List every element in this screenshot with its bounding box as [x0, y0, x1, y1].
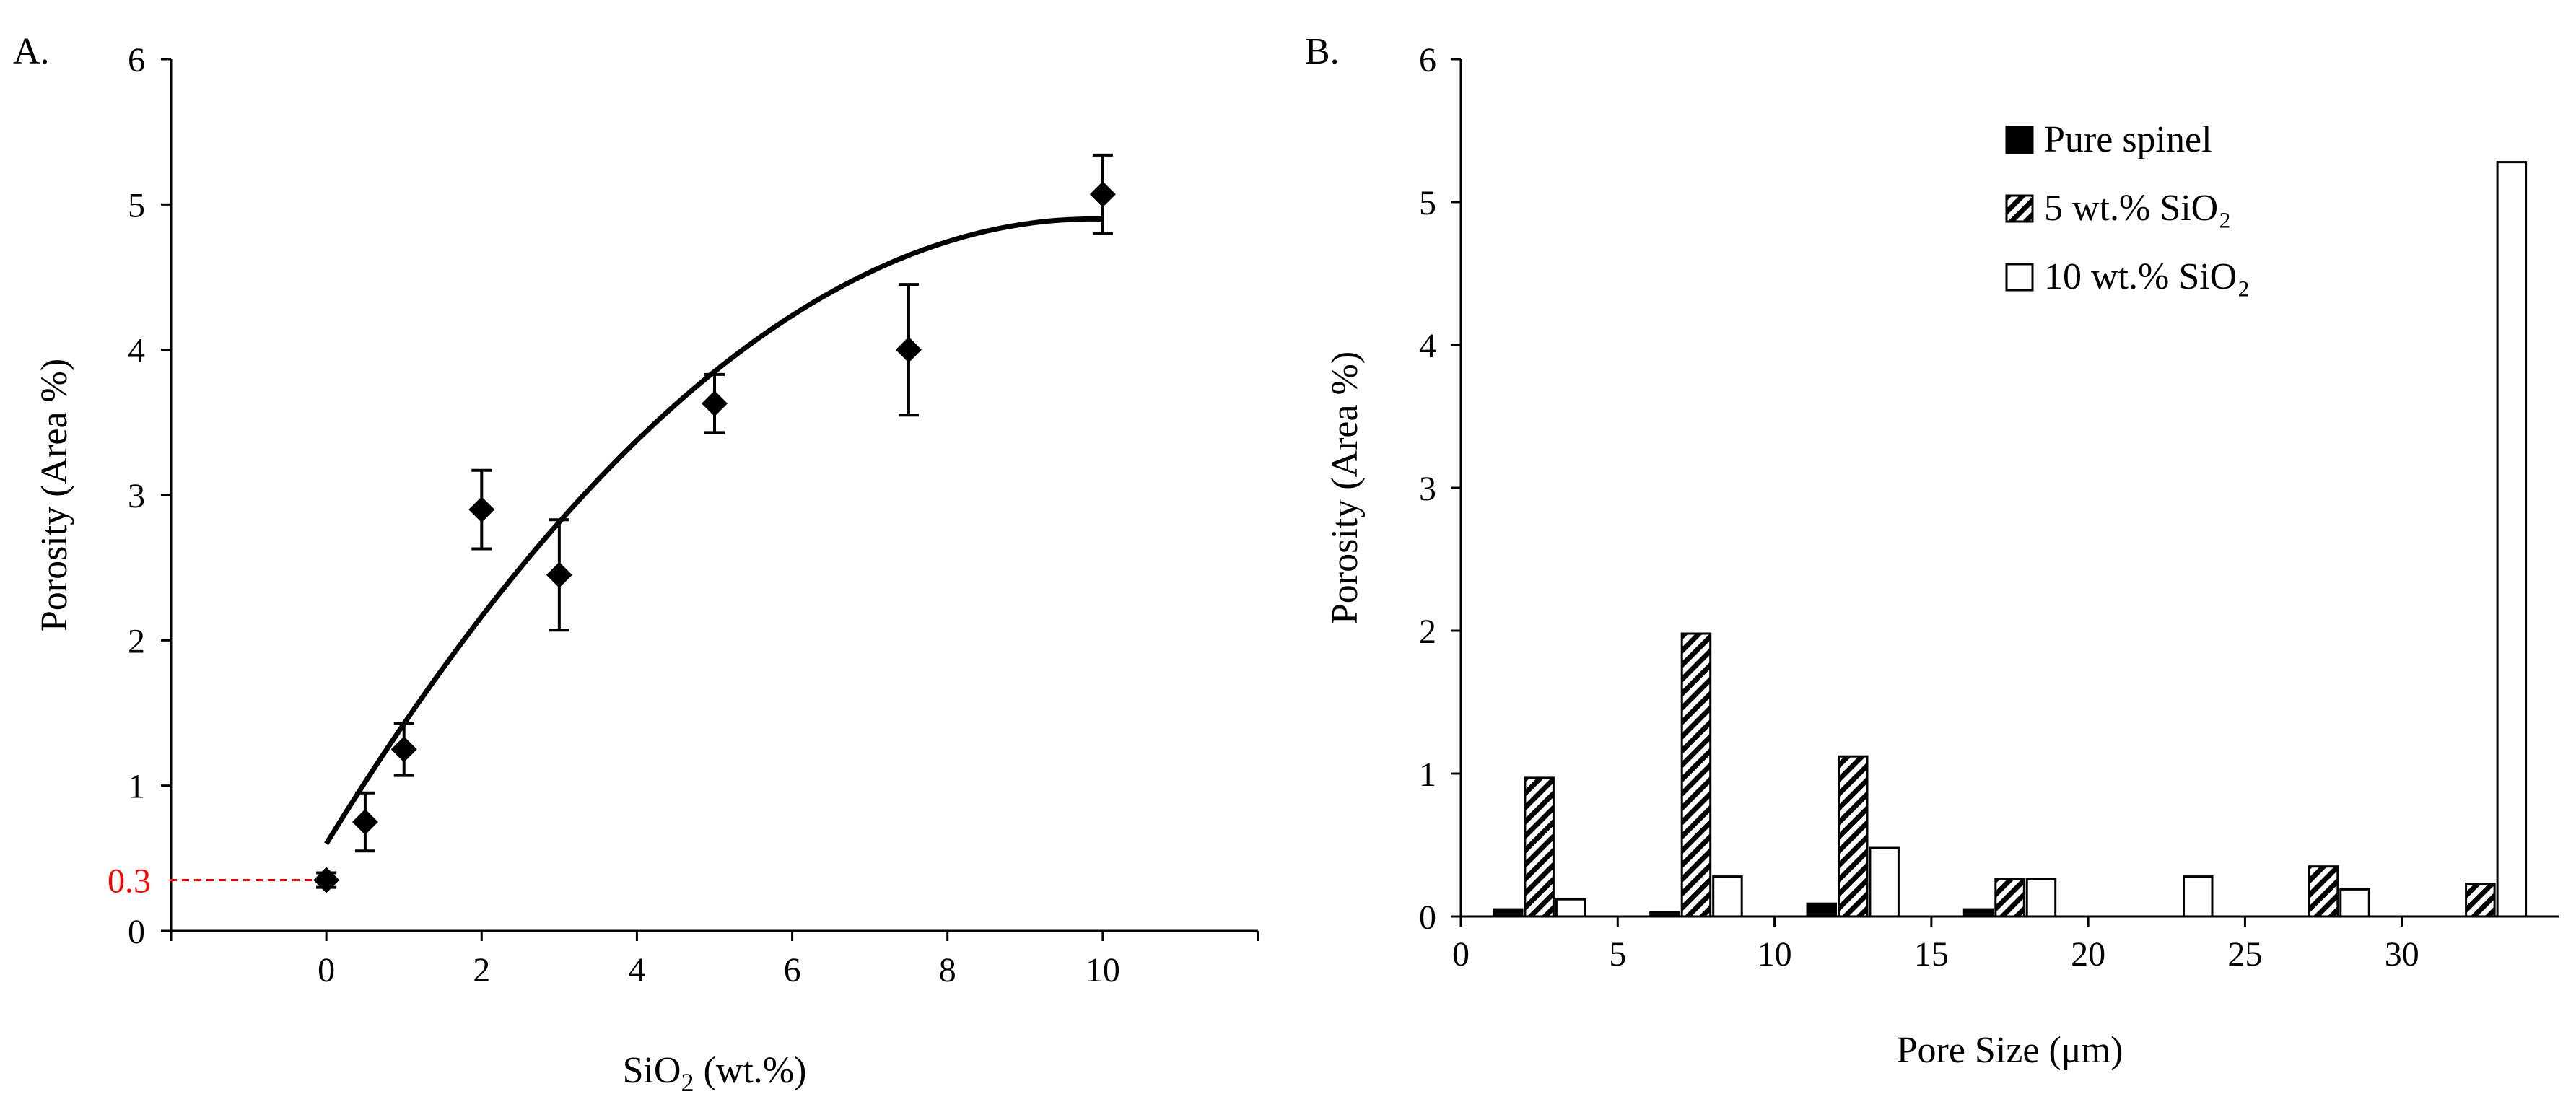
chart-a-fit-curve [324, 216, 1103, 846]
chart-b-axes [1459, 59, 2559, 918]
chart-a-point [468, 496, 495, 523]
chart-b-x-tick-label: 20 [2071, 935, 2105, 973]
chart-a-y-axis-title: Porosity (Area %) [34, 359, 75, 631]
chart-a-point [352, 809, 378, 835]
chart-a-x-axis-title: SiO2 (wt.%) [623, 1050, 807, 1097]
chart-b-y-tick-label: 4 [1419, 327, 1436, 365]
chart-a-point [390, 736, 417, 763]
chart-a-y-tick-label: 1 [128, 768, 145, 806]
chart-b-bar-series-0 [1962, 908, 1994, 918]
chart-a-point [313, 867, 340, 893]
chart-b-bar-series-0 [1649, 911, 1680, 918]
chart-b-legend-swatch-1 [2005, 194, 2034, 223]
chart-b-bar-series-2 [1869, 846, 1900, 918]
chart-b-bar-series-2 [1555, 898, 1586, 918]
chart-b-y-axis-title: Porosity (Area %) [1324, 351, 1366, 624]
chart-b-bar-series-1 [1680, 632, 1712, 918]
chart-a-y-tick-label: 2 [128, 622, 145, 660]
chart-b-x-tick-label: 10 [1758, 935, 1792, 973]
panel-b-label: B. [1305, 31, 1340, 72]
chart-b-bar-series-1 [2308, 865, 2339, 918]
chart-a-point [546, 561, 572, 588]
chart-a-x-tick-label: 0 [318, 951, 335, 989]
chart-b-y-tick-label: 0 [1419, 898, 1436, 937]
chart-b: B. 0 1 2 3 4 5 6 0 5 10 15 20 25 30 Pure spinel 5 wt.%… [1305, 31, 2559, 1071]
chart-b-y-tick-label: 6 [1419, 41, 1436, 79]
chart-b-bar-series-0 [1493, 908, 1524, 918]
chart-a-annotation-label: 0.3 [108, 862, 151, 901]
chart-b-legend: Pure spinel 5 wt.% SiO₂ 10 wt.% SiO₂ [2005, 119, 2250, 297]
chart-b-y-tick-label: 3 [1419, 470, 1436, 508]
chart-a-x-tick-label: 8 [939, 951, 956, 989]
chart-a-point [895, 336, 922, 363]
chart-a-y-tick-label: 4 [128, 332, 145, 370]
chart-a-point [702, 390, 728, 417]
chart-a-x-axis-title-main: SiO [623, 1050, 681, 1091]
panel-a-label: A. [13, 31, 50, 72]
chart-b-legend-label-1: 5 wt.% SiO₂ [2044, 188, 2231, 229]
chart-b-bar-series-1 [1994, 878, 2025, 918]
chart-b-x-tick-label: 0 [1452, 935, 1470, 973]
chart-b-bar-series-2 [2025, 878, 2057, 918]
chart-b-x-tick-label: 25 [2227, 935, 2262, 973]
chart-a-x-tick-label: 4 [628, 951, 645, 989]
chart-a-x-tick-label: 10 [1086, 951, 1120, 989]
chart-b-x-axis-title: Pore Size (μm) [1897, 1030, 2123, 1071]
chart-a-x-tick-label: 6 [784, 951, 801, 989]
chart-b-bar-series-1 [1524, 776, 1555, 918]
chart-b-y-tick-label: 2 [1419, 613, 1436, 651]
chart-a-point [1089, 181, 1116, 208]
chart-a-ticks: 0 1 2 3 4 5 6 0 2 4 6 8 10 [128, 41, 1259, 989]
chart-a-y-tick-label: 5 [128, 186, 145, 224]
chart-b-ticks: 0 1 2 3 4 5 6 0 5 10 15 20 25 30 [1419, 41, 2419, 973]
chart-a-x-axis-title-rest: (wt.%) [694, 1050, 806, 1091]
chart-b-x-tick-label: 5 [1609, 935, 1626, 973]
chart-b-bar-series-0 [1806, 902, 1837, 918]
chart-b-legend-swatch-0 [2005, 126, 2034, 154]
chart-b-legend-label-2: 10 wt.% SiO₂ [2044, 256, 2250, 297]
chart-a-points [313, 153, 1116, 893]
chart-a-y-tick-label: 6 [128, 41, 145, 79]
chart-b-bar-series-2 [2496, 161, 2528, 918]
chart-b-bar-series-2 [2339, 888, 2370, 918]
chart-b-legend-swatch-2 [2005, 263, 2034, 292]
chart-b-bars [1493, 161, 2528, 918]
chart-b-bar-series-1 [1838, 755, 1869, 918]
chart-b-legend-label-0: Pure spinel [2044, 119, 2212, 160]
chart-b-y-tick-label: 5 [1419, 184, 1436, 222]
chart-b-bar-series-1 [2465, 883, 2496, 918]
chart-a-x-axis-title-sub: 2 [681, 1068, 694, 1097]
chart-a-y-tick-label: 0 [128, 913, 145, 951]
chart-b-x-tick-label: 15 [1914, 935, 1949, 973]
chart-b-bar-series-2 [2183, 875, 2214, 918]
chart-a-y-tick-label: 3 [128, 477, 145, 515]
chart-b-y-tick-label: 1 [1419, 756, 1436, 794]
chart-a-x-tick-label: 2 [473, 951, 490, 989]
chart-b-bar-series-2 [1712, 875, 1743, 918]
chart-b-x-tick-label: 30 [2385, 935, 2419, 973]
